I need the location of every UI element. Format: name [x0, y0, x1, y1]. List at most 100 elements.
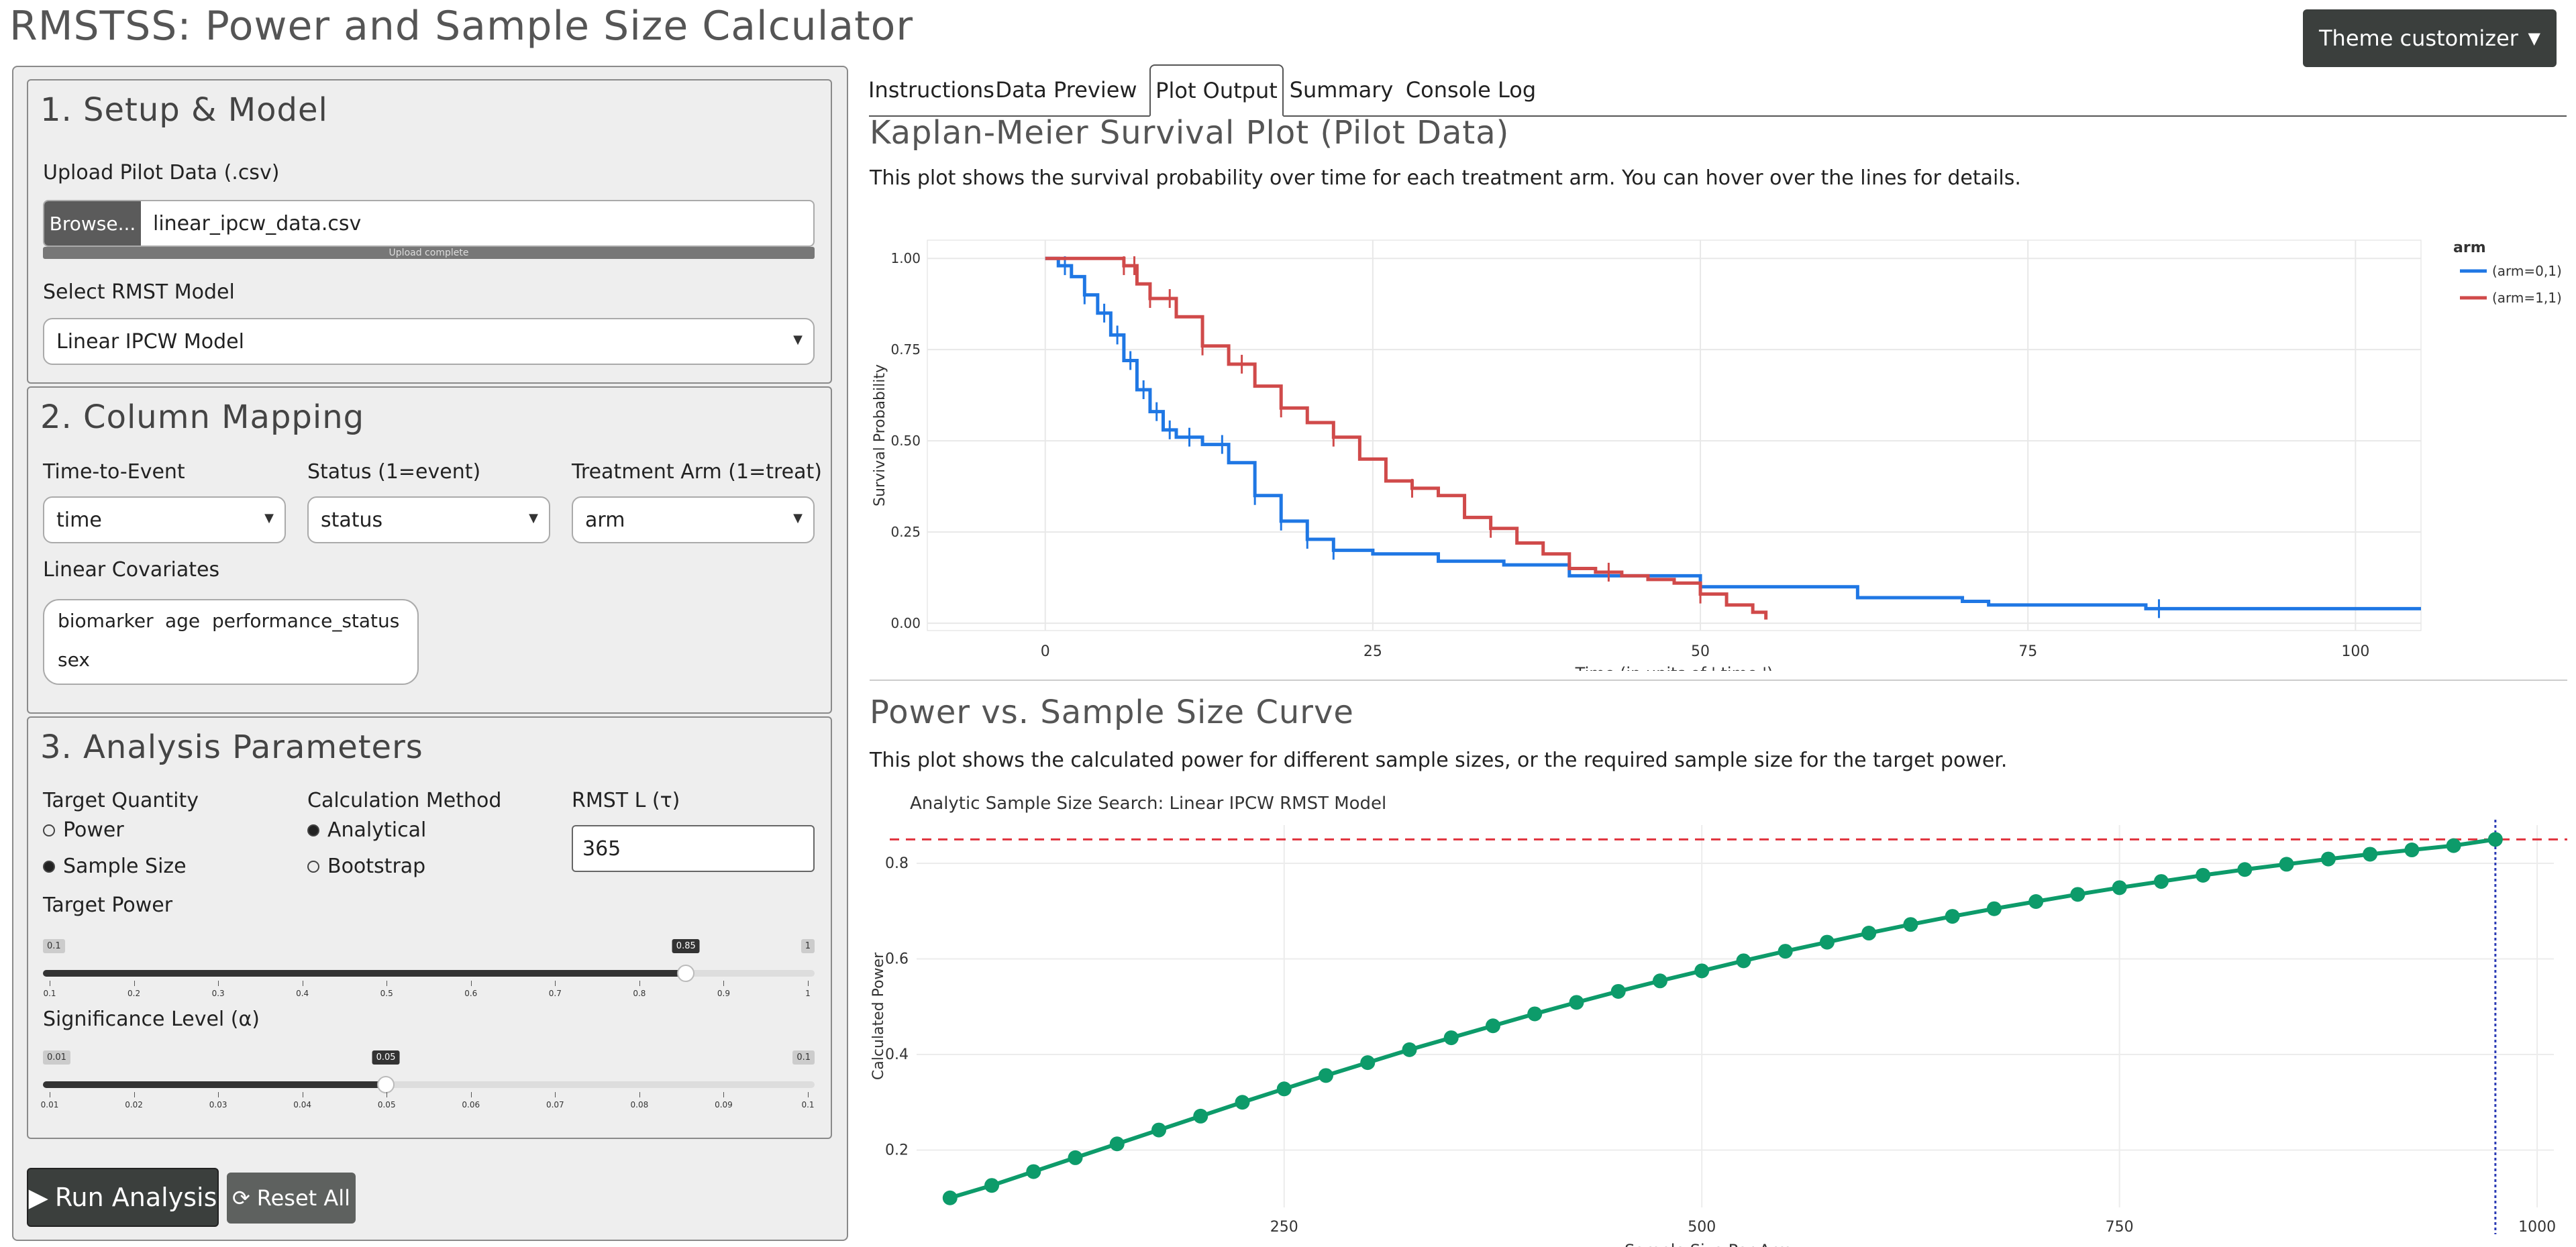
- target-quantity-label: Target Quantity: [43, 789, 199, 812]
- y-tick-label: 0.6: [885, 951, 909, 968]
- y-tick-label: 1.00: [890, 250, 921, 266]
- tab-console-log[interactable]: Console Log: [1405, 77, 1537, 103]
- power-point: [2487, 832, 2503, 847]
- caret-down-icon: ▼: [793, 333, 803, 347]
- power-point: [2320, 851, 2336, 867]
- status-select[interactable]: status ▼: [307, 496, 550, 543]
- x-tick-label: 75: [2018, 643, 2037, 660]
- power-curve-chart: Analytic Sample Size Search: Linear IPCW…: [870, 794, 2567, 1247]
- play-icon: ▶: [28, 1183, 48, 1212]
- slider-tick-label: 0.1: [801, 1100, 815, 1109]
- tab-bar: Instructions Data Preview Plot Output Su…: [868, 64, 2567, 117]
- y-tick-label: 0.50: [890, 433, 921, 449]
- caret-down-icon: ▼: [2528, 29, 2540, 48]
- slider-tick: [218, 981, 219, 986]
- power-point: [2112, 880, 2127, 896]
- slider-tick-label: 0.05: [377, 1100, 396, 1109]
- reset-all-button[interactable]: ⟳ Reset All: [227, 1173, 356, 1224]
- tab-instructions[interactable]: Instructions: [868, 77, 994, 103]
- model-select[interactable]: Linear IPCW Model ▼: [43, 318, 815, 365]
- slider-tick-label: 0.02: [125, 1100, 143, 1109]
- run-analysis-label: Run Analysis: [54, 1183, 217, 1212]
- radio-button-icon: [307, 824, 319, 836]
- power-point: [942, 1190, 958, 1205]
- slider-tick: [555, 981, 556, 986]
- slider-handle[interactable]: [677, 965, 695, 982]
- radio-sample-size[interactable]: Sample Size: [43, 855, 187, 878]
- theme-customizer-button[interactable]: Theme customizer ▼: [2303, 9, 2557, 67]
- slider-tick: [723, 1092, 725, 1097]
- slider-min-label: 0.01: [43, 1050, 70, 1065]
- reset-all-label: Reset All: [256, 1185, 351, 1211]
- power-point: [1945, 909, 1960, 924]
- covariate-tag[interactable]: sex: [58, 649, 90, 671]
- arm-select-value: arm: [585, 508, 625, 532]
- power-point: [984, 1178, 1000, 1193]
- power-point: [1694, 963, 1710, 979]
- browse-button[interactable]: Browse...: [44, 201, 141, 246]
- power-point: [1109, 1136, 1125, 1152]
- file-name-field[interactable]: linear_ipcw_data.csv: [153, 211, 362, 235]
- run-analysis-button[interactable]: ▶ Run Analysis: [27, 1168, 219, 1227]
- power-point: [1610, 983, 1626, 999]
- slider-tick-label: 1: [805, 989, 811, 998]
- slider-tick: [218, 1092, 219, 1097]
- setup-card: 1. Setup & Model Upload Pilot Data (.csv…: [27, 79, 832, 384]
- slider-tick-label: 0.1: [43, 989, 56, 998]
- slider-tick-label: 0.8: [633, 989, 646, 998]
- y-axis-label: Calculated Power: [870, 952, 887, 1080]
- x-tick-label: 750: [2106, 1219, 2134, 1236]
- radio-bootstrap-label: Bootstrap: [327, 855, 426, 878]
- km-section-desc: This plot shows the survival probability…: [870, 166, 2021, 190]
- tab-summary[interactable]: Summary: [1289, 77, 1394, 103]
- setup-title: 1. Setup & Model: [40, 91, 328, 129]
- slider-handle[interactable]: [377, 1076, 395, 1093]
- analysis-title: 3. Analysis Parameters: [40, 728, 423, 766]
- slider-tick: [808, 981, 809, 986]
- covariate-tag[interactable]: age: [165, 610, 201, 632]
- upload-progress-bar: Upload complete: [43, 247, 815, 259]
- slider-tick-label: 0.01: [40, 1100, 59, 1109]
- power-point: [1485, 1018, 1500, 1034]
- power-point: [1026, 1164, 1041, 1179]
- status-select-value: status: [321, 508, 383, 532]
- upload-label: Upload Pilot Data (.csv): [43, 161, 280, 184]
- time-select[interactable]: time ▼: [43, 496, 286, 543]
- sidebar-panel: 1. Setup & Model Upload Pilot Data (.csv…: [12, 66, 848, 1241]
- power-point: [1151, 1122, 1167, 1138]
- mapping-title: 2. Column Mapping: [40, 398, 365, 436]
- tab-plot-output[interactable]: Plot Output: [1149, 64, 1284, 117]
- alpha-slider[interactable]: 0.01 0.1 0.05 0.01 0.02 0.03 0.04 0.05 0.06 0.07 0…: [40, 1050, 815, 1118]
- slider-tick: [470, 981, 472, 986]
- x-tick-label: 0: [1041, 643, 1050, 660]
- slider-tick-label: 0.08: [630, 1100, 649, 1109]
- y-axis-label: Survival Probability: [872, 364, 888, 506]
- target-power-slider[interactable]: 0.1 1 0.85 0.1 0.2 0.3 0.4 0.5 0.6 0.7 0.8 0.9 1: [43, 939, 815, 1006]
- tab-data-preview[interactable]: Data Preview: [995, 77, 1137, 103]
- target-power-label: Target Power: [43, 893, 173, 917]
- caret-down-icon: ▼: [529, 511, 538, 525]
- covariates-input[interactable]: biomarker age performance_status sex: [43, 599, 419, 685]
- power-point: [1903, 917, 1918, 932]
- y-tick-label: 0.8: [885, 855, 909, 872]
- covariate-tag[interactable]: performance_status: [212, 610, 400, 632]
- legend-title: arm: [2453, 239, 2486, 256]
- radio-power[interactable]: Power: [43, 818, 124, 842]
- km-series-line: [1045, 256, 1768, 620]
- file-upload: Browse... linear_ipcw_data.csv: [43, 200, 815, 247]
- covariate-tag[interactable]: biomarker: [58, 610, 154, 632]
- slider-tick-label: 0.7: [548, 989, 562, 998]
- radio-button-icon: [307, 860, 319, 873]
- tau-input[interactable]: 365: [572, 825, 815, 872]
- slider-tick-label: 0.5: [380, 989, 393, 998]
- arm-select[interactable]: arm ▼: [572, 496, 815, 543]
- power-section-desc: This plot shows the calculated power for…: [870, 749, 2008, 772]
- power-point: [1986, 901, 2002, 916]
- slider-tick: [470, 1092, 472, 1097]
- y-tick-label: 0.00: [890, 615, 921, 631]
- power-point: [1527, 1006, 1543, 1022]
- power-point: [2446, 838, 2461, 853]
- slider-tick: [639, 1092, 640, 1097]
- radio-bootstrap[interactable]: Bootstrap: [307, 855, 425, 878]
- radio-analytical[interactable]: Analytical: [307, 818, 426, 842]
